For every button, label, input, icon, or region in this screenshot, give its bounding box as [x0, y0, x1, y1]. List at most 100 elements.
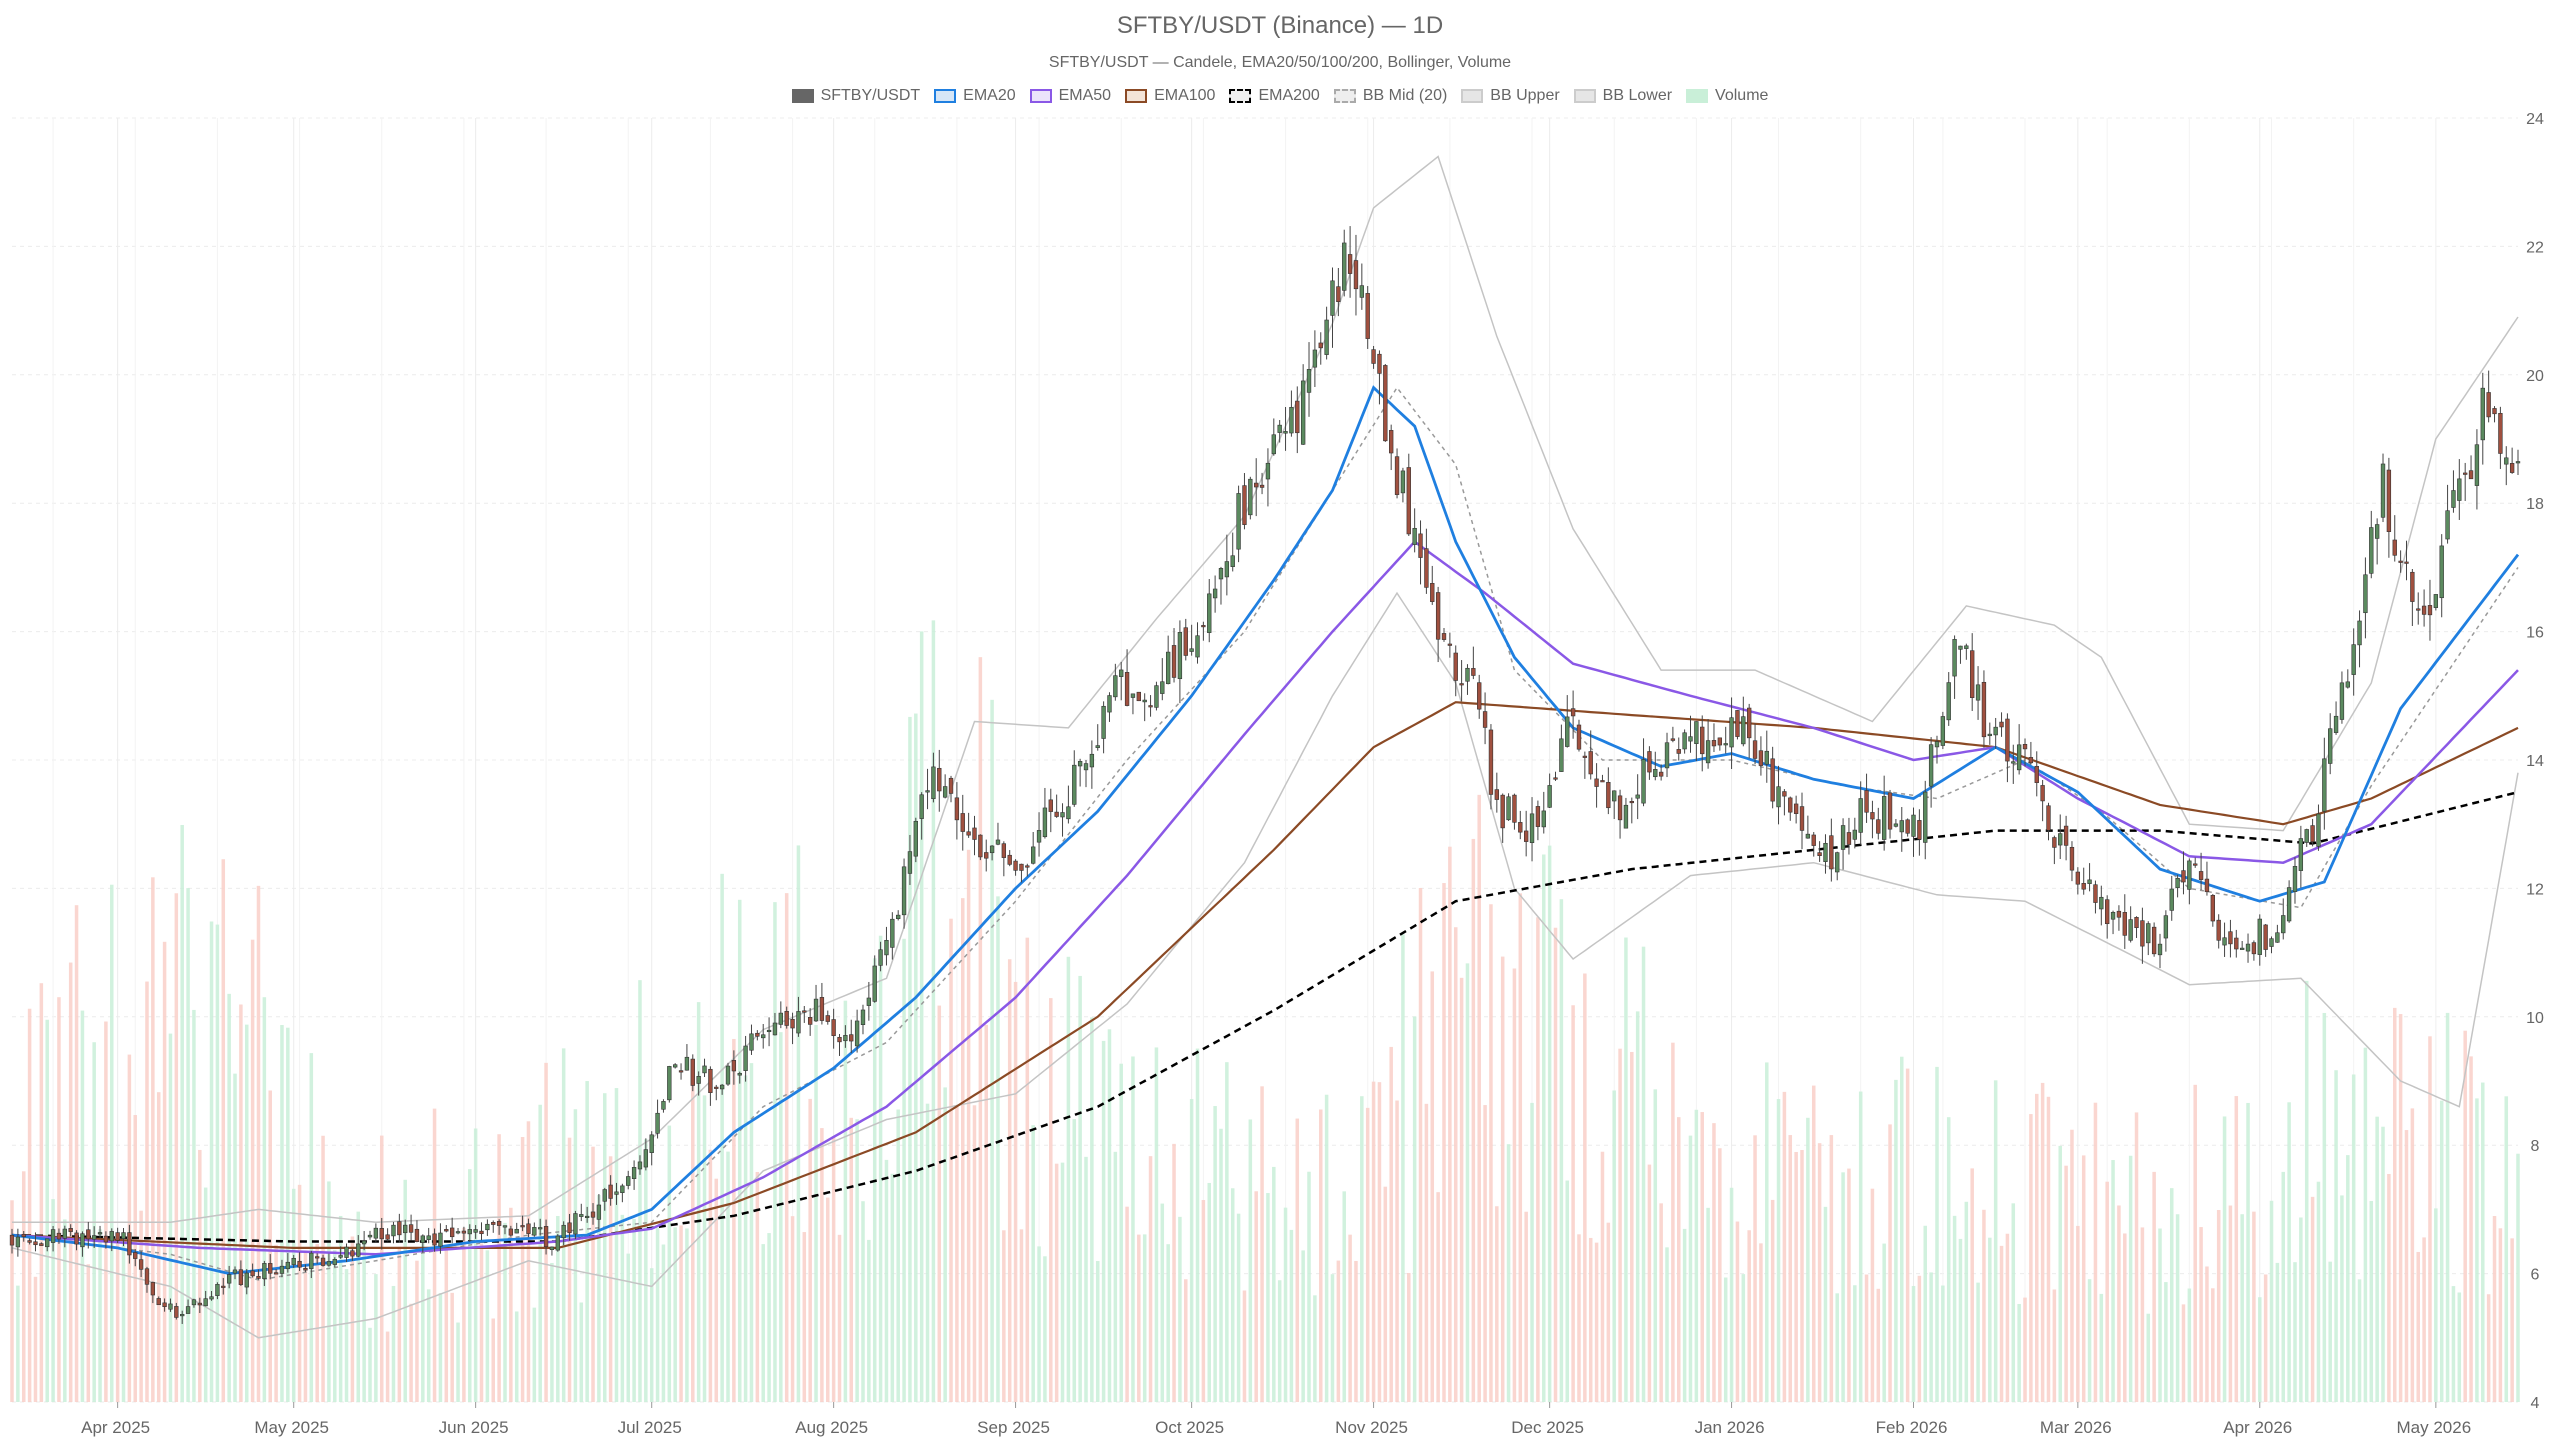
volume-bar — [1753, 1135, 1757, 1402]
candle-body — [2380, 463, 2386, 518]
volume-bar — [831, 1136, 836, 1402]
volume-bar — [1647, 1164, 1652, 1402]
candle-body — [1054, 811, 1059, 817]
volume-bar — [297, 1184, 302, 1402]
x-tick-label: Feb 2026 — [1876, 1418, 1948, 1437]
volume-bar — [1553, 927, 1558, 1402]
volume-bar — [538, 1104, 542, 1402]
candle-body — [309, 1252, 314, 1269]
volume-bar — [2205, 1266, 2209, 1402]
volume-bar — [790, 1216, 795, 1402]
volume-bar — [1653, 1089, 1658, 1402]
candle-body — [937, 767, 942, 792]
legend-item-0[interactable]: SFTBY/USDT — [791, 87, 920, 105]
volume-bar — [1377, 1082, 1382, 1402]
candle-body — [1353, 260, 1359, 290]
candle-body — [367, 1234, 373, 1238]
volume-bar — [1248, 1119, 1253, 1402]
candle-body — [2328, 728, 2333, 764]
volume-bar — [714, 1178, 719, 1402]
candle-body — [954, 797, 960, 821]
legend-swatch — [1125, 89, 1148, 103]
volume-bar — [1870, 1188, 1875, 1402]
candle-body — [761, 1034, 766, 1039]
volume-bar — [1905, 1068, 1910, 1402]
volume-bar — [649, 1268, 654, 1402]
candle-body — [1887, 792, 1893, 830]
volume-bar — [867, 1239, 871, 1402]
candle-body — [1013, 860, 1018, 871]
candle-body — [1347, 254, 1353, 274]
legend-item-7[interactable]: BB Lower — [1573, 87, 1672, 105]
volume-bar — [1624, 937, 1628, 1402]
candle-body — [948, 777, 954, 794]
volume-bar — [1858, 1091, 1863, 1402]
candle-body — [1201, 625, 1206, 628]
candle-body — [350, 1250, 355, 1257]
volume-bar — [2304, 980, 2309, 1402]
volume-bar — [878, 935, 883, 1402]
candle-body — [684, 1056, 690, 1071]
volume-bar — [350, 1236, 355, 1402]
candle-body — [2492, 408, 2497, 415]
volume-bar — [1365, 1107, 1370, 1402]
candle-body — [432, 1233, 437, 1246]
candle-body — [749, 1033, 754, 1051]
candle-body — [2292, 866, 2298, 892]
legend-item-4[interactable]: EMA200 — [1229, 87, 1320, 105]
candle-body — [1705, 740, 1711, 764]
volume-bar — [192, 1009, 196, 1402]
volume-bar — [2211, 1288, 2215, 1402]
volume-bar — [661, 1244, 666, 1402]
volume-bar — [1583, 973, 1587, 1402]
candle-body — [1993, 726, 1998, 736]
volume-bar — [2105, 1181, 2109, 1402]
volume-bar — [2281, 1171, 2286, 1402]
legend-item-5[interactable]: BB Mid (20) — [1333, 87, 1447, 105]
volume-bar — [696, 1002, 701, 1402]
volume-bar — [1776, 1099, 1781, 1402]
volume-bar — [784, 893, 789, 1402]
legend-item-1[interactable]: EMA20 — [934, 87, 1016, 105]
candle-body — [1007, 854, 1012, 865]
candle-body — [2269, 938, 2274, 947]
volume-bar — [1272, 1166, 1276, 1402]
candle-body — [790, 1018, 795, 1029]
volume-bar — [943, 1087, 947, 1402]
legend-item-6[interactable]: BB Upper — [1461, 87, 1560, 105]
volume-bar — [2187, 1288, 2192, 1402]
candle-body — [573, 1213, 578, 1235]
x-tick-label: Sep 2025 — [977, 1418, 1050, 1437]
legend-item-3[interactable]: EMA100 — [1125, 87, 1215, 105]
candle-body — [1835, 852, 1840, 873]
legend-item-2[interactable]: EMA50 — [1029, 87, 1111, 105]
x-tick-label: Oct 2025 — [1155, 1418, 1224, 1437]
candle-body — [1019, 863, 1024, 871]
volume-bar — [1060, 1162, 1065, 1402]
candle-body — [2052, 837, 2057, 848]
volume-bar — [949, 918, 953, 1402]
volume-bar — [1295, 1118, 1300, 1402]
volume-bar — [1577, 1234, 1581, 1402]
candle-body — [1553, 777, 1558, 780]
candle-body — [1893, 823, 1899, 827]
volume-bar — [749, 1063, 754, 1402]
ema200-line — [11, 790, 2519, 1243]
candle-body — [1171, 645, 1177, 678]
candle-body — [1635, 794, 1640, 799]
volume-bar — [1829, 1135, 1834, 1402]
candle-body — [1506, 796, 1511, 821]
candle-body — [1248, 478, 1253, 516]
legend-item-8[interactable]: Volume — [1686, 87, 1768, 105]
volume-bar — [1401, 934, 1405, 1402]
candle-body — [2022, 744, 2028, 750]
volume-bar — [1518, 893, 1523, 1402]
candle-body — [1770, 758, 1775, 802]
volume-bar — [1976, 1282, 1980, 1402]
volume-bar — [802, 1232, 807, 1402]
candle-body — [1676, 749, 1681, 754]
candle-body — [496, 1221, 502, 1226]
candle-body — [2169, 888, 2174, 911]
volume-bar — [1166, 1244, 1170, 1402]
